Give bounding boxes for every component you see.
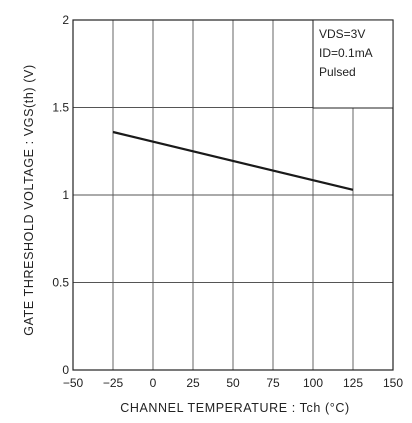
y-tick-label: 1 <box>62 188 69 202</box>
condition-label: Pulsed <box>319 65 356 79</box>
conditions-box-frame <box>312 19 394 109</box>
y-tick-label: 1.5 <box>52 101 69 115</box>
series-line <box>112 130 354 191</box>
x-tick-label: −50 <box>63 376 84 390</box>
y-axis-label: GATE THRESHOLD VOLTAGE : VGS(th) (V) <box>22 64 36 335</box>
x-tick-label: 25 <box>186 376 200 390</box>
x-tick-label: 125 <box>343 376 363 390</box>
conditions-box: VDS=3V ID=0.1mA Pulsed <box>312 19 394 109</box>
y-tick-label: 0 <box>62 363 69 377</box>
series-layer <box>112 130 354 191</box>
x-tick-label: 0 <box>150 376 157 390</box>
condition-label: VDS=3V <box>319 27 365 41</box>
plot-frame <box>72 19 394 371</box>
y-tick-label: 2 <box>62 13 69 27</box>
tick-labels: −50 −25 0 25 50 75 100 125 150 0 0.5 1 1.5 2 <box>52 13 403 390</box>
x-tick-label: 75 <box>266 376 280 390</box>
x-tick-label: −25 <box>103 376 124 390</box>
condition-label: ID=0.1mA <box>319 46 373 60</box>
x-tick-label: 100 <box>303 376 323 390</box>
x-tick-label: 50 <box>226 376 240 390</box>
x-axis-label: CHANNEL TEMPERATURE : Tch (°C) <box>120 401 350 415</box>
x-tick-label: 150 <box>383 376 403 390</box>
y-tick-label: 0.5 <box>52 276 69 290</box>
